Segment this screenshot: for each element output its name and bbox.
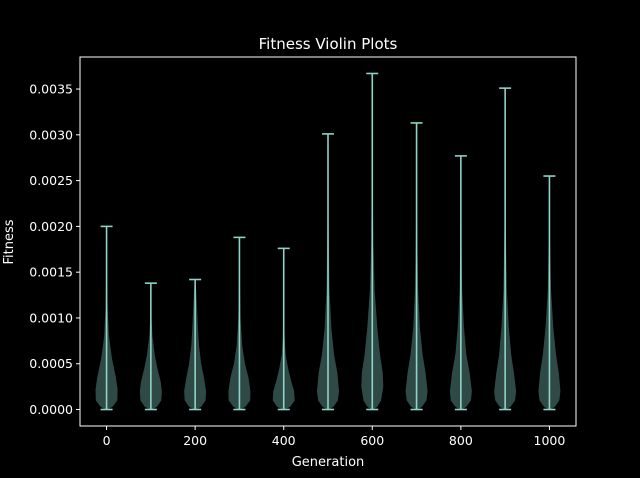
violin-600 (361, 72, 384, 411)
y-tick-label: 0.0010 (29, 310, 73, 325)
y-tick-label: 0.0035 (29, 82, 73, 97)
x-tick-label: 0 (103, 433, 111, 448)
violin-200 (184, 278, 207, 411)
y-axis-label: Fitness (2, 219, 17, 264)
x-tick-label: 800 (449, 433, 473, 448)
violin-300 (228, 236, 251, 411)
violin-0 (95, 225, 118, 411)
violin-1000 (538, 175, 561, 411)
y-tick-label: 0.0005 (29, 356, 73, 371)
x-tick-label: 600 (360, 433, 384, 448)
violin-900 (494, 87, 517, 411)
violin-100 (139, 282, 162, 411)
violins-group (95, 72, 561, 411)
y-tick-label: 0.0030 (29, 127, 73, 142)
ticks-group: 0 200 400 600 800 1000 0.0000 0.0005 0.0010 0.001… (29, 82, 565, 448)
x-tick-label: 400 (272, 433, 296, 448)
x-tick-label: 200 (183, 433, 207, 448)
y-tick-label: 0.0020 (29, 219, 73, 234)
x-tick-label: 1000 (534, 433, 566, 448)
y-tick-label: 0.0015 (29, 265, 73, 280)
violin-400 (272, 247, 295, 411)
violin-500 (317, 133, 339, 411)
y-tick-label: 0.0025 (29, 173, 73, 188)
chart-title: Fitness Violin Plots (259, 35, 398, 53)
violin-700 (405, 122, 428, 411)
plot-frame (79, 56, 577, 427)
violin-800 (449, 155, 472, 411)
y-tick-label: 0.0000 (29, 402, 73, 417)
x-axis-label: Generation (292, 455, 365, 470)
